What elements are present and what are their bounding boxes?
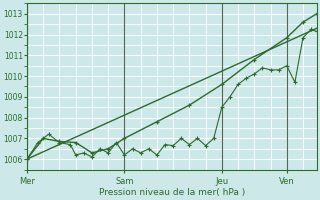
X-axis label: Pression niveau de la mer( hPa ): Pression niveau de la mer( hPa ) — [99, 188, 245, 197]
